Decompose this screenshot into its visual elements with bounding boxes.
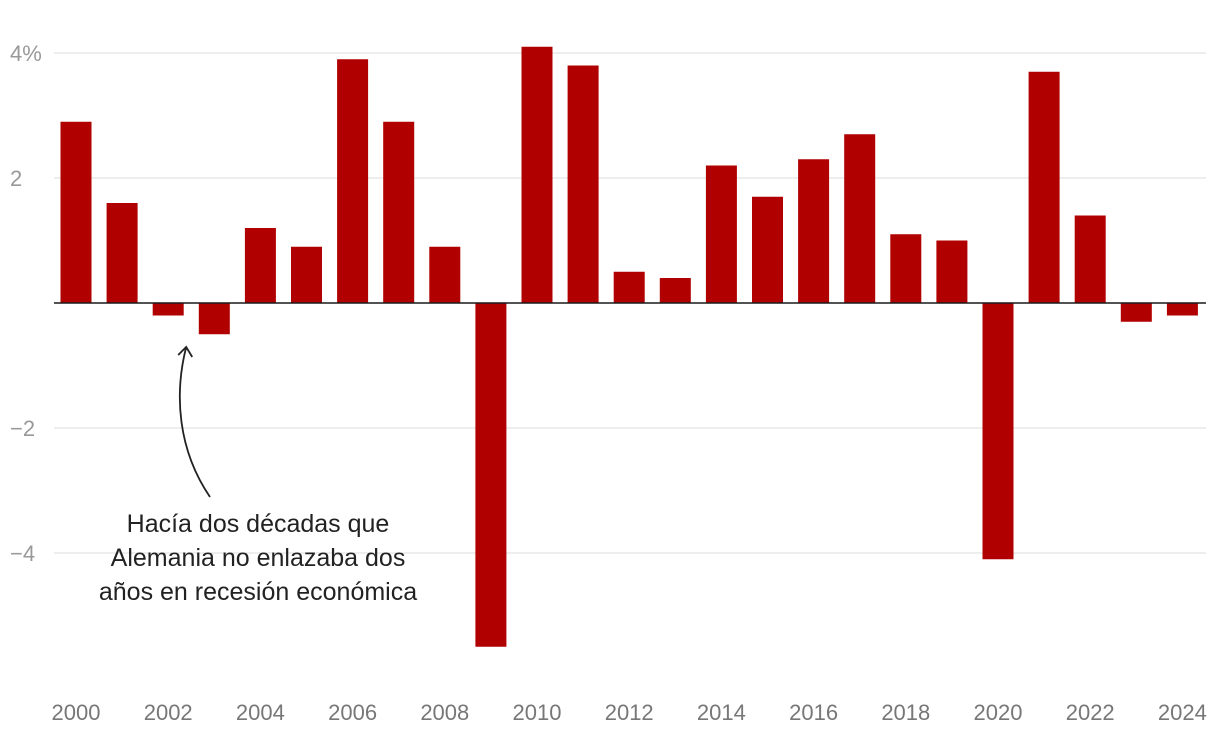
bar-2019 — [936, 240, 968, 303]
bar-2000 — [60, 121, 92, 303]
x-tick-label: 2012 — [605, 700, 654, 725]
x-tick-label: 2006 — [328, 700, 377, 725]
bar-2020 — [982, 303, 1014, 560]
annotation-arrow — [178, 346, 211, 498]
x-tick-label: 2020 — [974, 700, 1023, 725]
bar-2023 — [1120, 303, 1152, 322]
x-tick-label: 2010 — [513, 700, 562, 725]
bar-2011 — [567, 65, 599, 303]
x-tick-label: 2014 — [697, 700, 746, 725]
bar-2010 — [521, 46, 553, 303]
annotation-arrowhead — [177, 345, 193, 358]
y-axis-ticks: 4% 2 −2 −4 — [10, 41, 42, 566]
bar-2015 — [752, 196, 783, 303]
x-tick-label: 2008 — [420, 700, 469, 725]
bar-2022 — [1074, 215, 1106, 303]
bars — [60, 46, 1198, 647]
annotation: Hacía dos décadas que Alemania no enlaza… — [99, 345, 417, 606]
annotation-line-2: Alemania no enlazaba dos — [111, 544, 406, 572]
x-tick-label: 2002 — [144, 700, 193, 725]
bar-2009 — [475, 303, 507, 647]
bar-2012 — [613, 271, 645, 303]
bar-2013 — [659, 278, 691, 303]
bar-2001 — [106, 203, 138, 303]
y-tick-label: 4% — [10, 41, 42, 66]
x-tick-label: 2024 — [1158, 700, 1207, 725]
bar-2007 — [383, 121, 415, 303]
x-tick-label: 2016 — [789, 700, 838, 725]
bar-2024 — [1166, 303, 1198, 316]
bar-2003 — [198, 303, 230, 335]
bar-2021 — [1028, 71, 1060, 303]
annotation-line-1: Hacía dos décadas que — [127, 510, 390, 538]
y-tick-label: −2 — [10, 416, 35, 441]
bar-2017 — [844, 134, 876, 303]
bar-2008 — [429, 246, 461, 303]
gridlines — [54, 52, 1206, 554]
x-tick-label: 2000 — [52, 700, 101, 725]
y-tick-label: 2 — [10, 166, 22, 191]
bar-2018 — [890, 234, 922, 303]
bar-2002 — [152, 303, 184, 316]
x-axis-ticks: 2000 2002 2004 2006 2008 2010 2012 2014 2016 2018… — [52, 700, 1207, 725]
bar-2005 — [291, 246, 322, 303]
x-tick-label: 2022 — [1066, 700, 1115, 725]
y-tick-label: −4 — [10, 541, 35, 566]
bar-2006 — [337, 59, 369, 303]
bar-2014 — [705, 165, 737, 303]
x-tick-label: 2004 — [236, 700, 285, 725]
bar-2004 — [244, 228, 276, 303]
bar-2016 — [798, 159, 830, 303]
annotation-line-3: años en recesión económica — [99, 578, 417, 606]
x-tick-label: 2018 — [881, 700, 930, 725]
